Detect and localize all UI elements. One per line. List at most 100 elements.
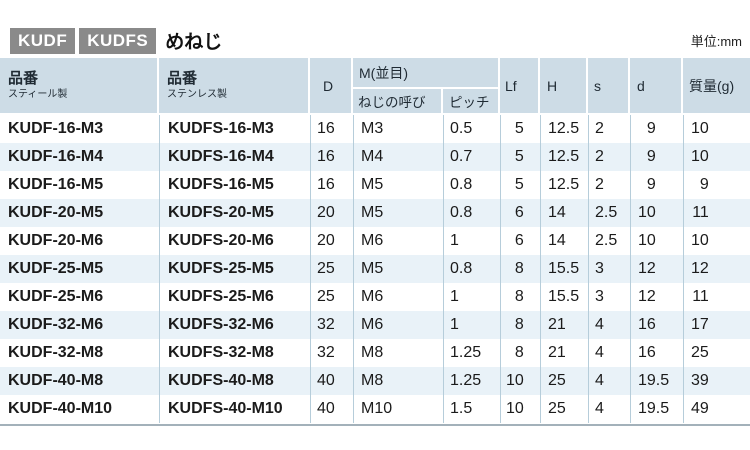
cell-thread-callout: M6 [353,227,443,255]
part-number-steel: KUDF-16-M3 [8,120,104,137]
cell-lf: 5 [500,115,540,143]
cell-mass: 12 [683,255,750,283]
cell-outer-diameter: 32 [310,339,353,367]
cell-pitch: 1.25 [443,367,500,395]
cell-thread-callout: M8 [353,339,443,367]
cell-d: 16 [630,339,683,367]
cell-s: 2 [588,171,630,199]
cell-s: 2.5 [588,199,630,227]
cell-h: 15.5 [540,283,588,311]
cell-lf: 5 [500,171,540,199]
cell-mass: 39 [683,367,750,395]
cell-mass: 9 [683,171,750,199]
cell-mass: 10 [683,227,750,255]
cell-thread-callout: M6 [353,283,443,311]
cell-lf: 8 [500,283,540,311]
cell-s: 2 [588,143,630,171]
table-row: KUDF-32-M8 KUDFS-32-M8 32 M8 1.25 8 21 4 16 25 [0,339,750,367]
cell-pitch: 1.25 [443,339,500,367]
cell-d: 10 [630,199,683,227]
cell-pitch: 0.8 [443,171,500,199]
cell-thread-callout: M10 [353,395,443,423]
cell-h: 15.5 [540,255,588,283]
cell-lf: 6 [500,199,540,227]
table-row: KUDF-16-M3 KUDFS-16-M3 16 M3 0.5 5 12.5 2 9 10 [0,115,750,143]
cell-lf: 10 [500,395,540,423]
cell-h: 25 [540,395,588,423]
cell-d: 19.5 [630,367,683,395]
cell-d: 12 [630,255,683,283]
series-badge-kudf: KUDF [10,27,76,54]
table-row: KUDF-25-M5 KUDFS-25-M5 25 M5 0.8 8 15.5 3 12 12 [0,255,750,283]
table-header: 品番 スティール製 品番 ステンレス製 D M(並目) ねじの呼び ピッチ Lf… [0,58,750,113]
cell-lf: 6 [500,227,540,255]
cell-thread-callout: M5 [353,255,443,283]
part-number-stainless: KUDFS-32-M6 [159,311,310,339]
part-number-steel: KUDF-40-M8 [8,372,104,389]
part-number-stainless: KUDFS-20-M6 [159,227,310,255]
cell-d: 10 [630,227,683,255]
table-row: KUDF-32-M6 KUDFS-32-M6 32 M6 1 8 21 4 16 17 [0,311,750,339]
cell-outer-diameter: 16 [310,115,353,143]
table-row: KUDF-20-M5 KUDFS-20-M5 20 M5 0.8 6 14 2.5 10 11 [0,199,750,227]
cell-lf: 8 [500,255,540,283]
cell-thread-callout: M4 [353,143,443,171]
table-row: KUDF-16-M5 KUDFS-16-M5 16 M5 0.8 5 12.5 2 9 9 [0,171,750,199]
cell-pitch: 1 [443,227,500,255]
header-part-stainless: 品番 ステンレス製 [159,58,308,113]
part-number-stainless: KUDFS-40-M8 [159,367,310,395]
cell-pitch: 1.5 [443,395,500,423]
table-row: KUDF-40-M10 KUDFS-40-M10 40 M10 1.5 10 25 4 19.5… [0,395,750,423]
header-mass: 質量(g) [683,58,750,113]
cell-pitch: 0.5 [443,115,500,143]
cell-h: 12.5 [540,171,588,199]
table-row: KUDF-25-M6 KUDFS-25-M6 25 M6 1 8 15.5 3 12 11 [0,283,750,311]
part-number-steel: KUDF-20-M5 [8,204,104,221]
cell-s: 2 [588,115,630,143]
cell-mass: 11 [683,199,750,227]
unit-label: 単位:mm [690,34,742,49]
table-row: KUDF-16-M4 KUDFS-16-M4 16 M4 0.7 5 12.5 2 9 10 [0,143,750,171]
part-number-stainless: KUDFS-16-M4 [159,143,310,171]
cell-mass: 10 [683,143,750,171]
header-h: H [540,58,586,113]
header-thread-group: M(並目) [353,58,498,87]
part-number-stainless: KUDFS-32-M8 [159,339,310,367]
header-part-steel: 品番 スティール製 [0,58,157,113]
cell-thread-callout: M3 [353,115,443,143]
part-number-stainless: KUDFS-40-M10 [159,395,310,423]
cell-thread-callout: M6 [353,311,443,339]
part-number-stainless: KUDFS-25-M5 [159,255,310,283]
cell-lf: 8 [500,339,540,367]
cell-lf: 5 [500,143,540,171]
series-badge-kudfs: KUDFS [79,27,157,54]
cell-h: 14 [540,227,588,255]
header-part-steel-title: 品番 [8,70,39,88]
cell-s: 3 [588,283,630,311]
cell-s: 4 [588,311,630,339]
part-number-stainless: KUDFS-25-M6 [159,283,310,311]
cell-h: 14 [540,199,588,227]
cell-outer-diameter: 40 [310,395,353,423]
part-number-stainless: KUDFS-16-M3 [159,115,310,143]
cell-outer-diameter: 20 [310,199,353,227]
cell-s: 4 [588,339,630,367]
cell-outer-diameter: 16 [310,143,353,171]
part-number-steel: KUDF-20-M6 [8,232,104,249]
cell-s: 2.5 [588,227,630,255]
cell-mass: 10 [683,115,750,143]
cell-h: 21 [540,339,588,367]
cell-pitch: 0.8 [443,255,500,283]
header-part-stainless-title: 品番 [167,70,198,88]
part-number-steel: KUDF-16-M5 [8,176,104,193]
header-lf: Lf [500,58,538,113]
cell-outer-diameter: 20 [310,227,353,255]
cell-pitch: 1 [443,283,500,311]
table-row: KUDF-20-M6 KUDFS-20-M6 20 M6 1 6 14 2.5 10 10 [0,227,750,255]
cell-d: 16 [630,311,683,339]
cell-d: 12 [630,283,683,311]
cell-outer-diameter: 32 [310,311,353,339]
cell-mass: 25 [683,339,750,367]
part-number-steel: KUDF-25-M5 [8,260,104,277]
